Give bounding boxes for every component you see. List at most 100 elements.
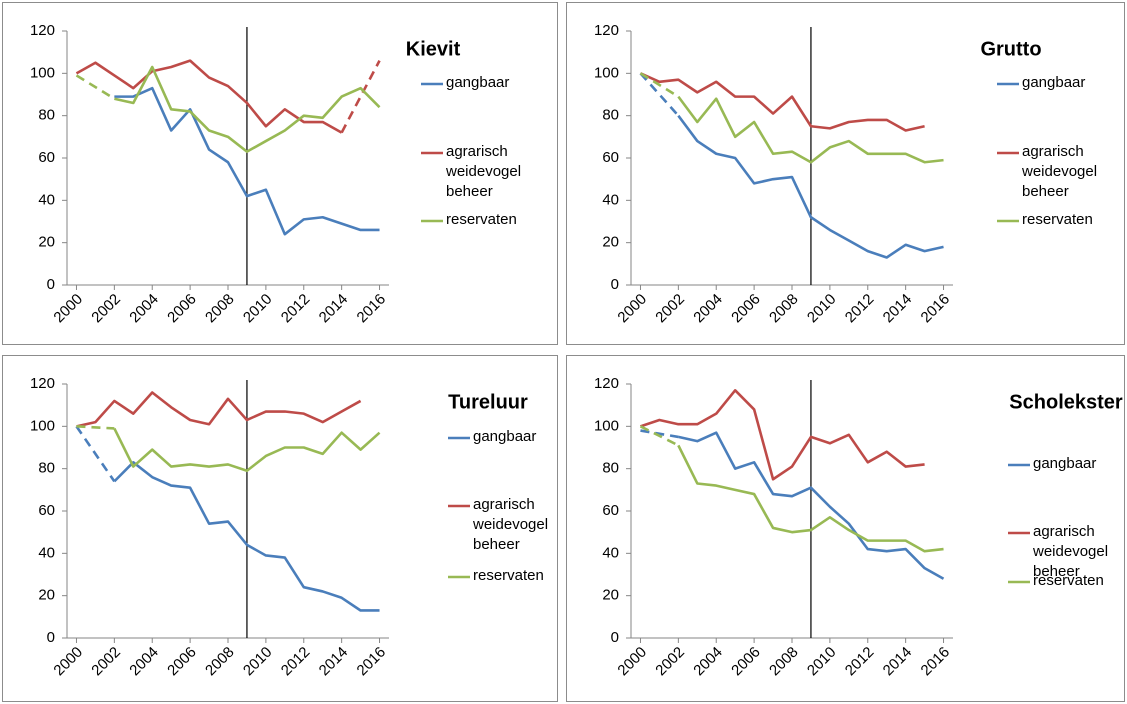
x-tick-label: 2008: [766, 644, 802, 680]
y-tick-label: 100: [30, 417, 55, 434]
gap-bridge: [75, 74, 116, 100]
y-tick-label: 100: [594, 417, 619, 434]
y-tick-label: 80: [602, 107, 619, 124]
gap-bridge: [639, 425, 679, 447]
y-tick-label: 60: [602, 149, 619, 166]
legend-label: agrarisch weidevogel beheer: [1022, 143, 1098, 200]
legend-label: reservaten: [1033, 572, 1104, 589]
x-tick-label: 2002: [88, 291, 124, 327]
legend-label: reservaten: [446, 211, 517, 228]
series-line: [640, 389, 925, 481]
x-tick-label: 2000: [50, 291, 86, 327]
y-tick-label: 20: [602, 587, 619, 604]
chart: Grutto 0 20 40 60 80 100 120 2000 2002 2004 2006 200…: [594, 22, 1042, 327]
y-tick-label: 80: [38, 460, 55, 477]
x-tick-label: 2008: [202, 291, 238, 327]
x-tick-label: 2012: [278, 644, 314, 680]
y-tick-label: 120: [594, 22, 619, 39]
x-tick-label: 2000: [614, 291, 650, 327]
x-tick-label: 2006: [728, 644, 764, 680]
x-tick-label: 2016: [918, 644, 954, 680]
series-line: [113, 461, 380, 612]
gap-bridge: [75, 425, 116, 483]
y-tick-label: 40: [38, 191, 55, 208]
x-tick-label: 2012: [278, 291, 314, 327]
series-line: [76, 391, 362, 428]
x-tick-label: 2014: [880, 644, 916, 680]
x-tick-label: 2012: [842, 291, 878, 327]
x-tick-label: 2006: [728, 291, 764, 327]
y-tick-label: 0: [47, 629, 55, 646]
gap-bridge: [639, 72, 680, 98]
x-tick-label: 2014: [316, 644, 352, 680]
x-tick-label: 2010: [240, 291, 276, 327]
x-tick-label: 2004: [690, 644, 726, 680]
legend-label: gangbaar: [473, 428, 537, 445]
chart-title: Tureluur: [448, 391, 528, 413]
x-tick-label: 2016: [354, 644, 390, 680]
y-tick-label: 40: [602, 191, 619, 208]
y-tick-label: 60: [602, 502, 619, 519]
chart-panel: Tureluur 0 20 40 60 80 100 120 2000 2002 2004 2006 2…: [2, 355, 558, 702]
x-tick-label: 2002: [652, 291, 688, 327]
x-tick-label: 2002: [88, 644, 124, 680]
x-tick-label: 2010: [804, 644, 840, 680]
x-tick-label: 2004: [690, 291, 726, 327]
chart-panel: Kievit 0 20 40 60 80 100 120 2000 2002 2004 2006 200…: [2, 2, 558, 345]
series-line: [75, 59, 343, 134]
chart: Kievit 0 20 40 60 80 100 120 2000 2002 2004 2006 200…: [30, 22, 461, 327]
gap-bridge: [640, 429, 679, 439]
y-tick-label: 120: [594, 375, 619, 392]
chart-panel: Scholekster 0 20 40 60 80 100 120 2000 2002 2004 20…: [566, 355, 1125, 702]
y-tick-label: 40: [602, 544, 619, 561]
x-tick-label: 2008: [766, 291, 802, 327]
y-tick-label: 120: [30, 22, 55, 39]
chart-title: Grutto: [980, 38, 1041, 60]
legend-label: agrarisch weidevogel beheer: [1033, 523, 1109, 580]
y-tick-label: 80: [38, 107, 55, 124]
x-tick-label: 2016: [354, 291, 390, 327]
legend-label: gangbaar: [1022, 74, 1086, 91]
chart-title: Kievit: [406, 38, 461, 60]
chart-panel: Grutto 0 20 40 60 80 100 120 2000 2002 2004 2006 200…: [566, 2, 1125, 345]
x-tick-label: 2004: [126, 644, 162, 680]
y-tick-label: 40: [38, 544, 55, 561]
series-line: [114, 65, 381, 153]
gap-bridge: [340, 60, 381, 134]
series-line: [677, 114, 944, 259]
y-tick-label: 100: [30, 64, 55, 81]
y-tick-label: 80: [602, 460, 619, 477]
gap-bridge: [639, 72, 680, 117]
y-tick-label: 20: [38, 587, 55, 604]
x-tick-label: 2004: [126, 291, 162, 327]
legend-label: gangbaar: [446, 74, 510, 91]
series-line: [114, 86, 380, 236]
x-tick-label: 2010: [240, 644, 276, 680]
series-line: [677, 95, 944, 164]
legend-label: reservaten: [473, 567, 544, 584]
y-tick-label: 100: [594, 64, 619, 81]
legend-label: reservaten: [1022, 211, 1093, 228]
y-tick-label: 120: [30, 375, 55, 392]
x-tick-label: 2010: [804, 291, 840, 327]
x-tick-label: 2002: [652, 644, 688, 680]
gap-bridge: [76, 425, 115, 430]
x-tick-label: 2012: [842, 644, 878, 680]
y-tick-label: 60: [38, 149, 55, 166]
legend-label: agrarisch weidevogel beheer: [473, 496, 549, 553]
x-tick-label: 2014: [880, 291, 916, 327]
x-tick-label: 2006: [164, 644, 200, 680]
y-tick-label: 0: [611, 629, 619, 646]
x-tick-label: 2000: [614, 644, 650, 680]
x-tick-label: 2000: [50, 644, 86, 680]
series-line: [113, 427, 381, 473]
x-tick-label: 2008: [202, 644, 238, 680]
x-tick-label: 2006: [164, 291, 200, 327]
legend-label: agrarisch weidevogel beheer: [446, 143, 522, 200]
y-tick-label: 20: [38, 234, 55, 251]
x-tick-label: 2014: [316, 291, 352, 327]
y-tick-label: 0: [47, 276, 55, 293]
x-tick-label: 2016: [918, 291, 954, 327]
